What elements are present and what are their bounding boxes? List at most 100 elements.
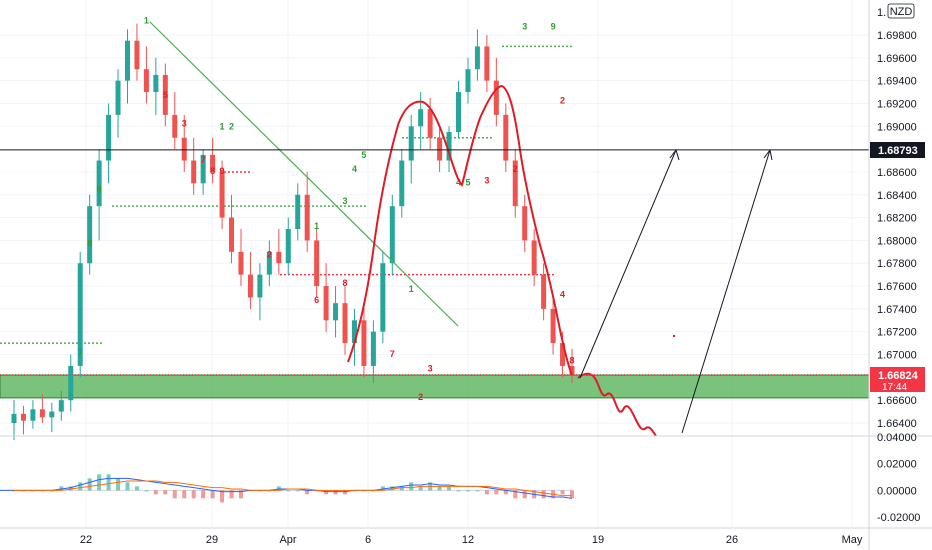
macd-histogram-bar [390,486,395,491]
macd-histogram-bar [134,486,139,491]
arrow-1-head [669,149,680,161]
candle-body [512,160,518,207]
indicator-tick-label: -0.02000 [877,512,920,524]
macd-histogram-bar [144,490,149,492]
candle-body [493,80,499,115]
macd-histogram-bar [305,490,310,495]
macd-histogram-bar [201,490,206,499]
td-count-label: 4 [560,289,565,299]
candle-body [399,160,405,207]
candle-body [106,114,112,161]
candle-body [569,365,575,376]
td-count-label: 5 [465,178,470,188]
candle-body [437,137,443,161]
candle-body [285,229,291,264]
price-tick-label: 1.69000 [877,121,917,133]
candle-body [295,194,301,229]
candle-body [11,413,17,423]
macd-histogram-bar [541,490,546,499]
macd-histogram-bar [68,486,73,491]
candle-body [474,46,480,70]
candle-body [115,80,121,115]
price-tick-label: 1.69200 [877,98,917,110]
candle-body [370,331,376,366]
td-count-label: 7 [201,155,206,165]
macd-pane [0,474,574,503]
candle-body [304,194,310,241]
macd-histogram-bar [59,486,64,491]
time-tick-label: May [842,534,863,546]
macd-histogram-bar [494,490,499,495]
indicator-axis: 0.04000 0.02000 0.00000 -0.02000 [877,432,920,524]
td-count-label: 3 [343,196,348,206]
candle-body [162,74,168,115]
macd-histogram-bar [380,486,385,491]
td-count-label: 2 [513,164,518,174]
price-tick-label: 1.69600 [877,53,917,65]
candle-body [191,160,197,184]
macd-histogram-bar [409,482,414,491]
price-tick-label: 1.67200 [877,327,917,339]
candle-body [124,40,130,81]
currency-badge: NZD [890,6,913,18]
arrow-1 [579,149,677,379]
candle-body [247,274,253,298]
td-count-label: 7 [390,349,395,359]
td-count-label: 2 [229,122,234,132]
price-axis: 1.69800 1.69600 1.69400 1.69200 1.69000 1.686… [877,30,917,430]
price-tick-label: 1.67800 [877,258,917,270]
candle-body [389,206,395,264]
candle-body [49,411,55,418]
signal-line [14,480,572,497]
macd-histogram-bar [522,490,527,499]
macd-histogram-bar [97,474,102,491]
price-tick-label: 1.66600 [877,395,917,407]
currency-badge-box [887,3,915,19]
candle-body [522,206,528,241]
macd-histogram-bar [125,482,130,491]
candle-countdown: 17:44 [882,382,907,393]
macd-histogram-bar [343,490,348,495]
macd-histogram-bar [276,486,281,491]
candle-body [323,286,329,321]
candle-body [484,46,490,81]
td-count-label: 4 [352,164,357,174]
td-count-label: 7 [78,348,83,358]
trendline [149,21,459,327]
candle-body [333,303,339,321]
candle-body [550,308,556,344]
current-tag-bg [870,367,925,392]
td-count-label: 1 [314,221,319,231]
candles [11,23,575,441]
macd-histogram-bar [456,490,461,492]
hline-tag-bg [870,142,925,158]
macd-histogram-bar [116,478,121,491]
candle-body [219,171,225,218]
candle-body [560,343,566,366]
td-count-label: 1 [409,284,414,294]
candle-body [30,409,36,421]
candle-body [531,240,537,275]
td-count-label: 8 [210,166,215,176]
td-count-label: 5 [361,150,366,160]
candle-body [257,274,263,298]
candle-body [541,274,547,309]
indicator-tick-label: 0.00000 [877,485,917,497]
small-red-mark [673,335,675,337]
macd-histogram-bar [333,490,338,495]
candle-body [172,114,178,138]
macd-histogram-bar [418,486,423,491]
macd-histogram-bar [238,490,243,499]
macd-histogram-bar [475,490,480,492]
macd-histogram-bar [106,474,111,491]
td-count-label: 8 [569,356,574,366]
td-count-label: 3 [522,21,527,31]
candle-body [427,109,433,138]
hline-price-tag: 1.68793 [878,145,918,157]
macd-histogram-bar [191,490,196,499]
candle-body [446,132,452,161]
macd-histogram-bar [286,490,291,492]
td-count-label: 3 [484,175,489,185]
